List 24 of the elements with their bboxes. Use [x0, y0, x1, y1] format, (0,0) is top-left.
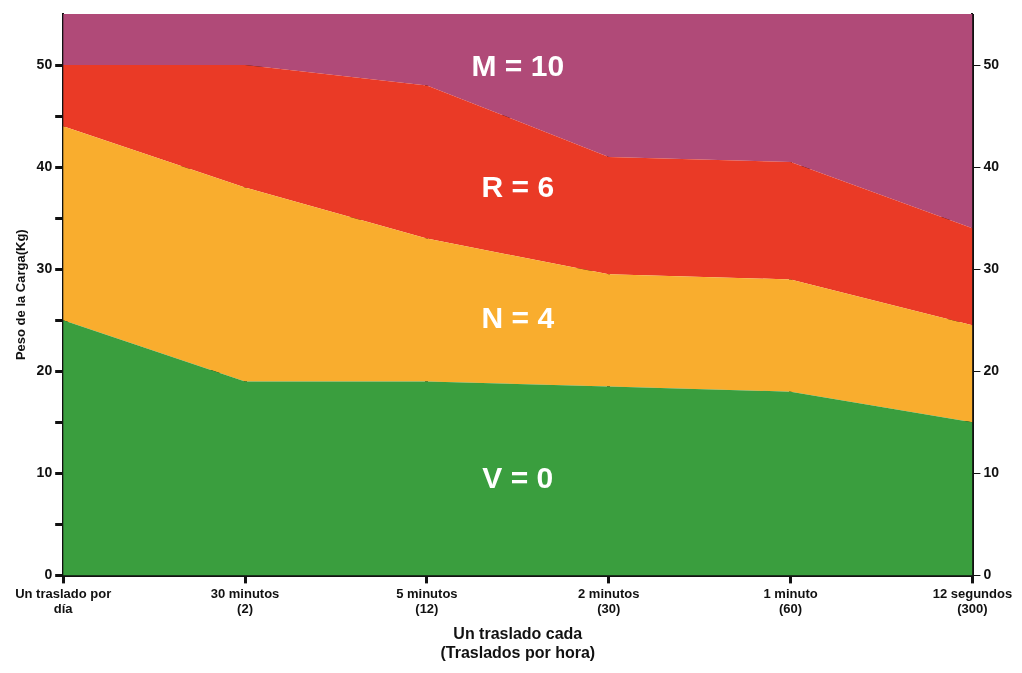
series-label: N = 4: [481, 301, 555, 335]
y-tick-label: 40: [36, 157, 53, 174]
series-label: R = 6: [481, 170, 555, 204]
y2-tick-label: 50: [983, 55, 1000, 72]
y2-tick-label: 30: [983, 260, 1000, 277]
x-tick-label: 2 minutos (30): [578, 585, 640, 617]
y-axis-title: Peso de la Carga(Kg): [13, 229, 29, 361]
series-label: V = 0: [482, 460, 554, 494]
y2-tick-label: 40: [983, 157, 1000, 174]
x-axis-title: Un traslado cada (Traslados por hora): [440, 624, 596, 661]
y-tick-label: 30: [36, 260, 53, 277]
y2-tick-label: 20: [983, 362, 1000, 379]
x-tick-label: 12 segundos (300): [932, 585, 1013, 617]
x-tick-label: 5 minutos (12): [396, 585, 458, 617]
x-tick-label: Un traslado por día: [15, 585, 112, 617]
y-tick-label: 20: [36, 362, 53, 379]
y2-tick-label: 0: [983, 566, 992, 583]
y-tick-label: 50: [36, 55, 53, 72]
y-tick-label: 0: [44, 566, 53, 583]
x-tick-label: 1 minuto (60): [763, 585, 818, 617]
x-tick-label: 30 minutos (2): [210, 585, 280, 617]
series-label: M = 10: [471, 48, 565, 82]
y2-tick-label: 10: [983, 464, 1000, 481]
y-tick-label: 10: [36, 464, 53, 481]
